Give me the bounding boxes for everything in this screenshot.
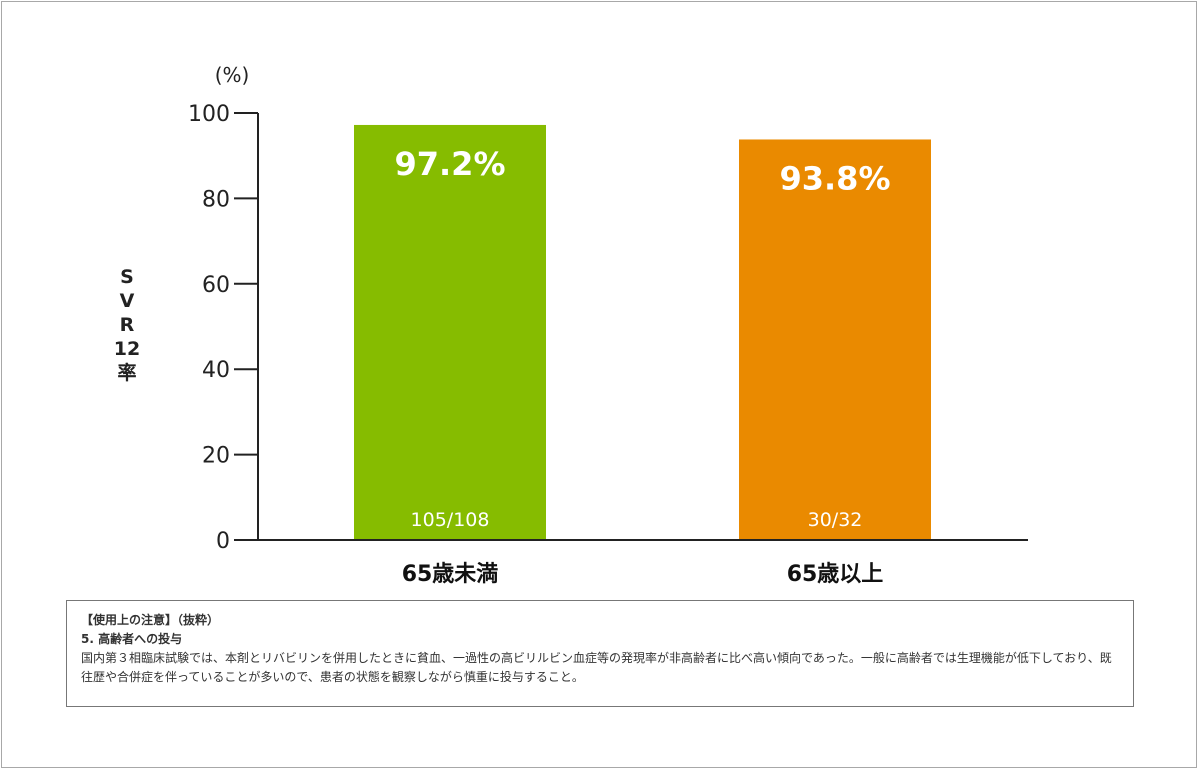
x-category-label: 65歳以上 <box>787 562 884 587</box>
bar-2 <box>739 139 931 540</box>
bar-count-label: 105/108 <box>411 509 490 531</box>
y-tick-label: 20 <box>202 444 230 469</box>
y-axis-label-char: 12 <box>114 338 140 360</box>
bar-1 <box>354 124 546 541</box>
y-axis-label-char: R <box>120 314 135 336</box>
notes-body: 国内第３相臨床試験では、本剤とリバビリンを併用したときに貧血、一過性の高ビリルビ… <box>81 651 1112 684</box>
x-category-label: 65歳未満 <box>402 561 499 587</box>
y-axis-label-char: S <box>120 266 134 288</box>
y-tick-label: 100 <box>188 102 230 127</box>
bar-value-label: 97.2% <box>394 145 505 183</box>
y-tick-label: 60 <box>202 273 230 298</box>
y-axis-label-char: V <box>120 290 135 312</box>
bar-count-label: 30/32 <box>808 509 863 531</box>
y-axis-ticks: 0 20 40 60 80 100 <box>188 102 258 554</box>
notes-heading: 【使用上の注意】（抜粋） <box>81 613 220 627</box>
y-tick-label: 40 <box>202 358 230 383</box>
bar-value-label: 93.8% <box>779 159 890 197</box>
notes-subheading: 5. 高齢者への投与 <box>81 632 183 646</box>
y-unit-label: (%) <box>215 63 250 87</box>
y-tick-label: 80 <box>202 187 230 212</box>
y-tick-label: 0 <box>216 529 230 554</box>
x-axis-categories: 65歳未満 65歳以上 <box>402 561 884 587</box>
bars: 97.2% 105/108 93.8% 30/32 <box>354 124 931 541</box>
y-axis-label-char: 率 <box>117 361 136 384</box>
precautions-note: 【使用上の注意】（抜粋） 5. 高齢者への投与 国内第３相臨床試験では、本剤とリ… <box>66 600 1134 707</box>
